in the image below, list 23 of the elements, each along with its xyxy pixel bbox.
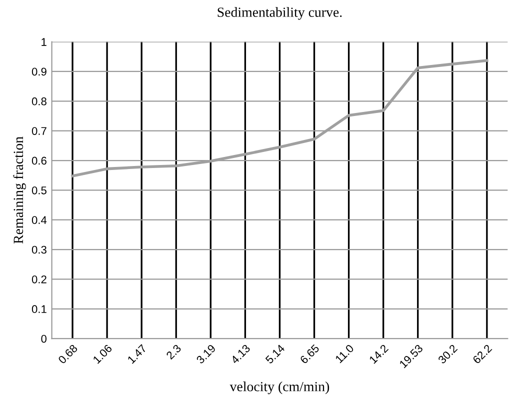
y-tick-label: 0.9 xyxy=(32,68,46,76)
y-tick-label: 0.7 xyxy=(32,127,46,135)
y-tick-label: 0.1 xyxy=(32,305,46,314)
x-tick-label: 5.14 xyxy=(265,344,286,364)
y-tick-label: 0.5 xyxy=(32,186,46,194)
x-tick-label: 3.19 xyxy=(196,344,216,364)
y-axis-title: Remaining fraction xyxy=(13,136,26,244)
x-tick-label: 11.0 xyxy=(334,344,354,364)
x-tick-label: 6.65 xyxy=(300,344,320,364)
chart-title: Sedimentability curve. xyxy=(218,7,342,20)
y-tick-label: 0.2 xyxy=(32,275,46,284)
x-tick-label: 4.13 xyxy=(230,344,251,364)
x-tick-label: 0.68 xyxy=(58,344,78,364)
y-tick-label: 0 xyxy=(41,334,47,343)
y-tick-label: 0.4 xyxy=(32,216,47,224)
x-tick-label: 30.2 xyxy=(438,344,458,364)
y-tick-label: 1 xyxy=(42,38,46,46)
x-axis-title: velocity (cm/min) xyxy=(230,382,330,394)
x-tick-label: 2.3 xyxy=(166,344,182,360)
y-tick-label: 0.6 xyxy=(32,156,46,165)
y-tick-label: 0.8 xyxy=(32,97,46,106)
y-tick-label: 0.3 xyxy=(32,246,46,254)
x-tick-label: 62.2 xyxy=(472,344,492,364)
